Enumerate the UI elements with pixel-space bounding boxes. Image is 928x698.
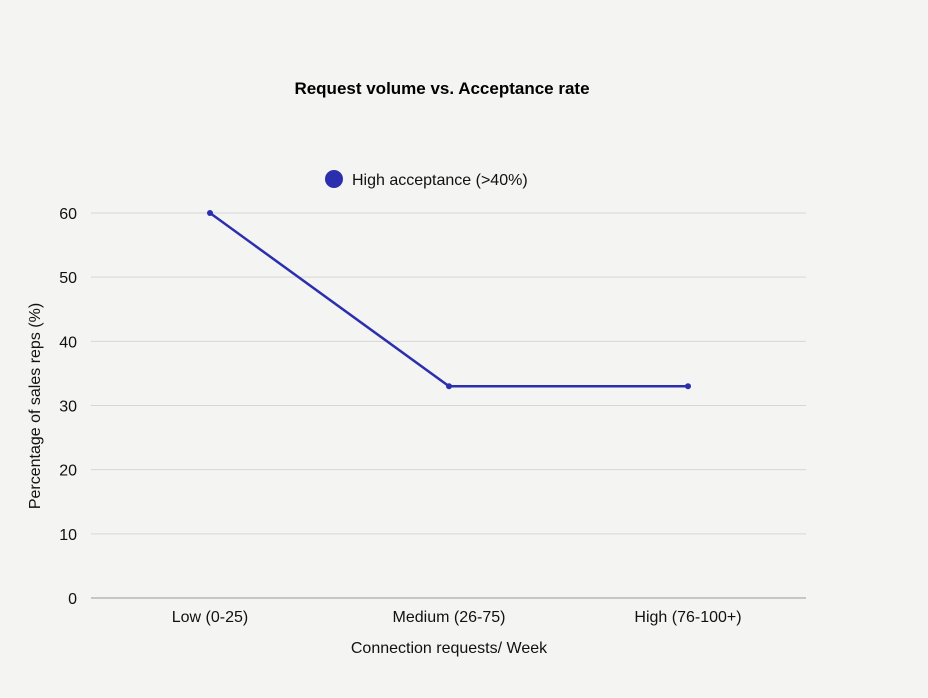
x-axis-label: Connection requests/ Week (351, 640, 548, 657)
chart-title: Request volume vs. Acceptance rate (294, 79, 589, 98)
y-tick-label: 60 (59, 206, 77, 223)
y-tick-label: 20 (59, 463, 77, 480)
x-tick-label: Medium (26-75) (393, 609, 506, 626)
y-tick-label: 10 (59, 527, 77, 544)
series-line (209, 211, 688, 388)
y-tick-label: 50 (59, 270, 77, 287)
x-tick-label: High (76-100+) (634, 609, 741, 626)
y-axis-label: Percentage of sales reps (%) (27, 303, 44, 509)
legend-label: High acceptance (>40%) (352, 172, 528, 189)
legend-marker (325, 170, 343, 188)
data-point (207, 210, 213, 216)
data-point (685, 383, 691, 390)
y-tick-label: 30 (59, 399, 77, 416)
y-tick-label: 0 (68, 591, 77, 608)
y-tick-label: 40 (59, 334, 77, 351)
x-tick-label: Low (0-25) (172, 609, 248, 626)
legend: High acceptance (>40%) (325, 170, 528, 189)
data-point (446, 383, 452, 390)
